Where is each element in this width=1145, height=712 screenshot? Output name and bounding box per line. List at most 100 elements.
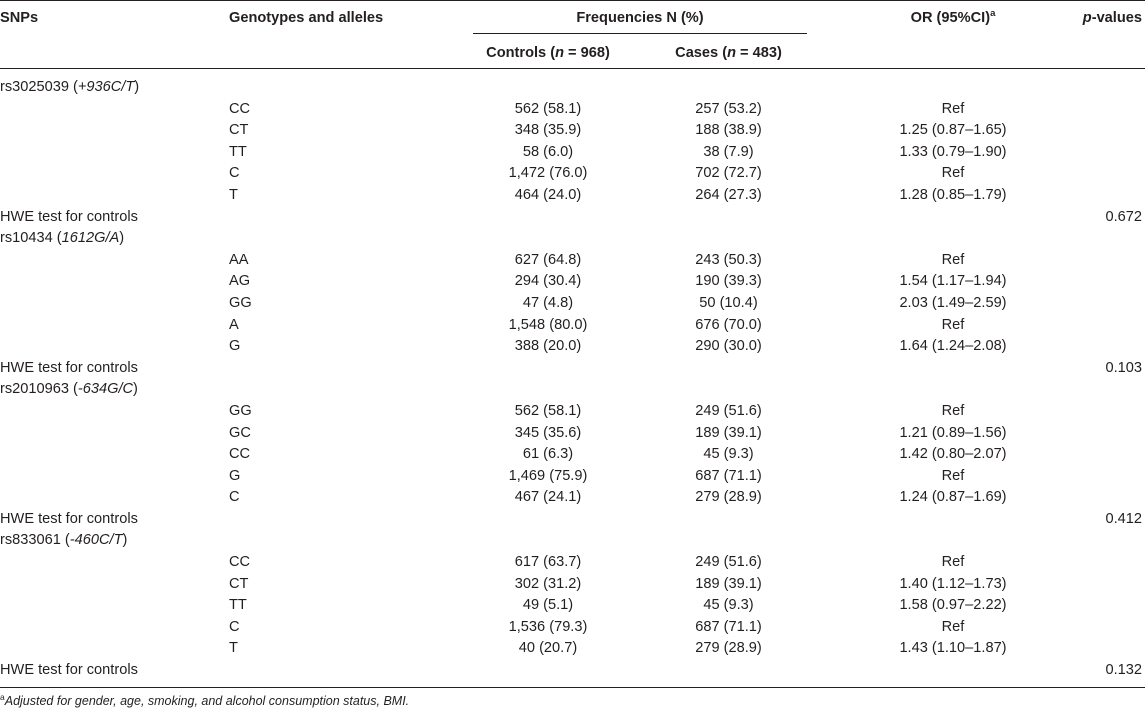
snp-close: ) (119, 230, 125, 247)
genotype-cell: C (229, 165, 240, 182)
snp-variant: -460C/T (69, 532, 123, 549)
header-or: OR (95%CI)a (858, 9, 1048, 26)
cases-cell: 702 (72.7) (695, 165, 762, 182)
or-cell: 1.64 (1.24–2.08) (899, 338, 1007, 355)
header-cases-prefix: Cases ( (675, 45, 728, 61)
controls-cell: 467 (24.1) (514, 489, 582, 506)
or-cell: Ref (941, 467, 965, 484)
table-row: CC 61 (6.3) 45 (9.3) 1.42 (0.80–2.07) (0, 444, 1145, 466)
table-top-rule (0, 0, 1145, 1)
controls-cell: 1,548 (80.0) (508, 316, 588, 333)
table-row: rs833061 (-460C/T) (0, 530, 1145, 552)
header-controls-prefix: Controls ( (486, 45, 556, 61)
genotype-cell: C (229, 489, 240, 506)
or-cell: 1.40 (1.12–1.73) (899, 575, 1007, 592)
genotype-cell: AA (229, 251, 249, 268)
cases-cell: 45 (9.3) (703, 597, 754, 614)
p-value-cell: 0.132 (1105, 662, 1142, 679)
or-cell: 1.24 (0.87–1.69) (899, 489, 1007, 506)
cases-cell: 264 (27.3) (695, 186, 762, 203)
cases-cell: 249 (51.6) (695, 554, 762, 571)
header-controls: Controls (n = 968) (473, 45, 623, 61)
cases-cell: 290 (30.0) (695, 338, 762, 355)
table-row: T 464 (24.0) 264 (27.3) 1.28 (0.85–1.79) (0, 185, 1145, 207)
header-cases: Cases (n = 483) (650, 45, 807, 61)
controls-cell: 1,536 (79.3) (508, 618, 588, 635)
snp-id: rs833061 ( (0, 532, 70, 549)
genotype-cell: T (229, 640, 238, 657)
controls-cell: 61 (6.3) (522, 446, 574, 463)
genotype-cell: G (229, 338, 241, 355)
table-row: CT 302 (31.2) 189 (39.1) 1.40 (1.12–1.73) (0, 574, 1145, 596)
controls-cell: 562 (58.1) (514, 100, 582, 117)
genotype-cell: GC (229, 424, 251, 441)
snp-id: HWE test for controls (0, 208, 138, 225)
controls-cell: 47 (4.8) (522, 294, 574, 311)
table-row: CT 348 (35.9) 188 (38.9) 1.25 (0.87–1.65) (0, 120, 1145, 142)
p-value-cell: 0.412 (1105, 510, 1142, 527)
table-row: CC 617 (63.7) 249 (51.6) Ref (0, 552, 1145, 574)
table-row: TT 49 (5.1) 45 (9.3) 1.58 (0.97–2.22) (0, 595, 1145, 617)
table-row: HWE test for controls 0.103 (0, 358, 1145, 380)
table-body: rs3025039 (+936C/T) CC 562 (58.1) 257 (53.2… (0, 77, 1145, 682)
or-cell: 1.43 (1.10–1.87) (899, 640, 1007, 657)
controls-cell: 1,472 (76.0) (508, 165, 588, 182)
or-cell: Ref (941, 402, 965, 419)
controls-cell: 345 (35.6) (514, 424, 582, 441)
or-cell: Ref (941, 554, 965, 571)
or-cell: 1.21 (0.89–1.56) (899, 424, 1007, 441)
snp-label: HWE test for controls (0, 358, 138, 380)
snp-label: rs10434 (1612G/A) (0, 228, 124, 250)
cases-cell: 190 (39.3) (695, 273, 762, 290)
genotype-cell: CC (229, 100, 251, 117)
genotype-cell: C (229, 618, 240, 635)
cases-cell: 50 (10.4) (699, 294, 758, 311)
cases-cell: 279 (28.9) (695, 489, 762, 506)
snp-id: rs2010963 ( (0, 381, 78, 398)
or-cell: 1.58 (0.97–2.22) (899, 597, 1007, 614)
controls-cell: 388 (20.0) (514, 338, 582, 355)
table-row: C 467 (24.1) 279 (28.9) 1.24 (0.87–1.69) (0, 487, 1145, 509)
cases-cell: 38 (7.9) (703, 143, 754, 160)
controls-cell: 294 (30.4) (514, 273, 582, 290)
genotype-cell: GG (229, 294, 252, 311)
controls-cell: 302 (31.2) (514, 575, 582, 592)
table-row: rs3025039 (+936C/T) (0, 77, 1145, 99)
snp-label: HWE test for controls (0, 660, 138, 682)
table-row: HWE test for controls 0.672 (0, 207, 1145, 229)
table-row: GC 345 (35.6) 189 (39.1) 1.21 (0.89–1.56) (0, 423, 1145, 445)
header-controls-n: n (555, 45, 564, 61)
p-value-cell: 0.103 (1105, 359, 1142, 376)
controls-cell: 58 (6.0) (522, 143, 574, 160)
snp-variant: 1612G/A (61, 230, 120, 247)
header-genotypes: Genotypes and alleles (229, 10, 384, 26)
table-row: C 1,536 (79.3) 687 (71.1) Ref (0, 617, 1145, 639)
genotype-cell: A (229, 316, 239, 333)
or-cell: Ref (941, 618, 965, 635)
snp-close: ) (133, 381, 138, 398)
header-p-rest: -values (1091, 10, 1142, 26)
genotype-cell: CC (229, 446, 251, 463)
genotype-cell: TT (229, 143, 247, 160)
table-row: C 1,472 (76.0) 702 (72.7) Ref (0, 163, 1145, 185)
table-row: GG 47 (4.8) 50 (10.4) 2.03 (1.49–2.59) (0, 293, 1145, 315)
table-row: HWE test for controls 0.412 (0, 509, 1145, 531)
cases-cell: 45 (9.3) (703, 446, 754, 463)
table-row: A 1,548 (80.0) 676 (70.0) Ref (0, 315, 1145, 337)
genotype-cell: AG (229, 273, 251, 290)
snp-id: HWE test for controls (0, 510, 138, 527)
genotype-cell: CT (229, 122, 249, 139)
or-cell: 1.28 (0.85–1.79) (899, 186, 1007, 203)
header-p-values: p-values (1083, 10, 1142, 26)
snp-label: rs2010963 (-634G/C) (0, 379, 138, 401)
controls-cell: 348 (35.9) (514, 122, 582, 139)
genotype-cell: CT (229, 575, 249, 592)
snp-label: rs3025039 (+936C/T) (0, 77, 139, 99)
genotype-cell: GG (229, 402, 252, 419)
cases-cell: 249 (51.6) (695, 402, 762, 419)
table-row: rs2010963 (-634G/C) (0, 379, 1145, 401)
table-bottom-rule (0, 687, 1145, 688)
table-footnote: aAdjusted for gender, age, smoking, and … (0, 693, 409, 708)
table-row: HWE test for controls 0.132 (0, 660, 1145, 682)
